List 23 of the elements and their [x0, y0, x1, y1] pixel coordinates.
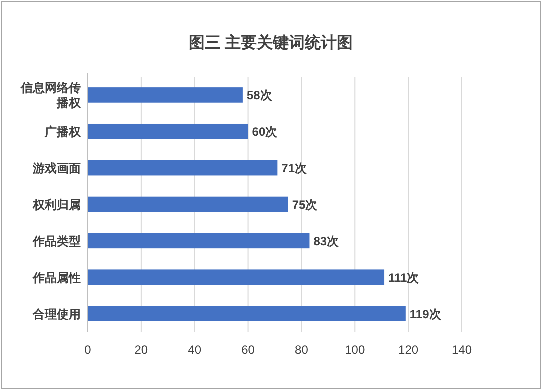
data-label: 60次 — [252, 125, 279, 140]
x-tick-label: 100 — [345, 343, 366, 357]
data-label: 119次 — [410, 307, 442, 322]
y-tick-label: 信息网络传播权 — [20, 81, 82, 110]
y-tick-label: 权利归属 — [32, 198, 81, 212]
data-label: 75次 — [292, 198, 319, 212]
x-tick-label: 0 — [84, 343, 92, 357]
chart-title: 图三 主要关键词统计图 — [188, 33, 354, 52]
data-label: 111次 — [388, 270, 420, 285]
y-tick-label: 游戏画面 — [32, 162, 81, 176]
y-tick-label: 广播权 — [44, 125, 82, 140]
x-tick-label: 60 — [242, 343, 256, 357]
y-tick-label: 作品属性 — [32, 270, 81, 285]
y-tick-label: 合理使用 — [32, 307, 81, 322]
data-label: 58次 — [246, 88, 274, 103]
x-tick-label: 140 — [452, 343, 472, 357]
data-label: 71次 — [282, 162, 308, 176]
x-tick-label: 40 — [188, 343, 202, 357]
y-tick-label: 作品类型 — [32, 234, 81, 248]
x-tick-label: 120 — [398, 343, 419, 357]
x-tick-label: 80 — [295, 343, 309, 357]
x-tick-label: 20 — [134, 343, 148, 357]
data-label: 83次 — [314, 234, 340, 248]
